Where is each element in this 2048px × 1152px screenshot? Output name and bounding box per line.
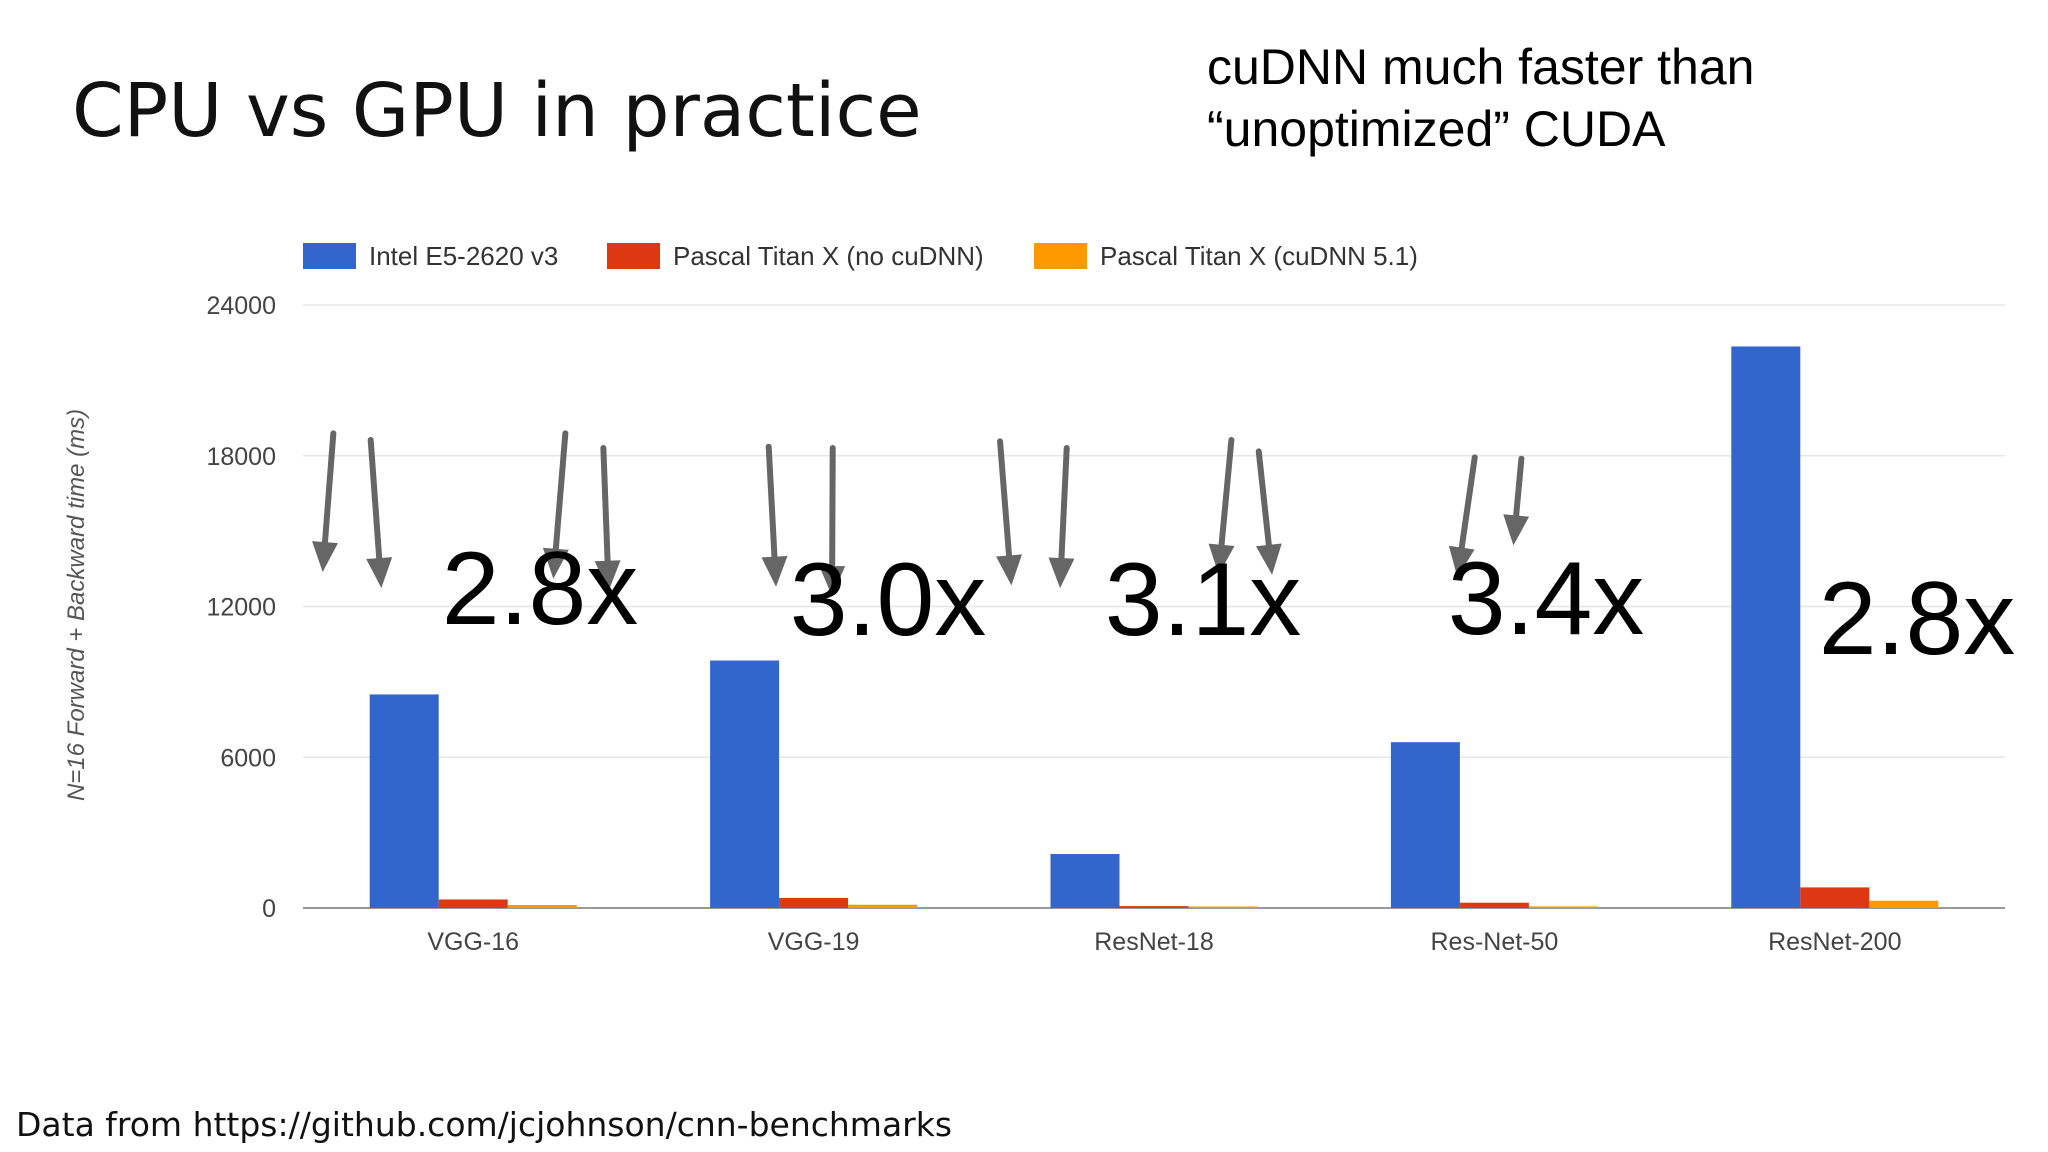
speedup-annotations: 2.8x 3.0x 3.1x 3.4x 2.8x: [442, 531, 2016, 677]
speedup-label: 3.0x: [790, 542, 987, 658]
arrow-head: [1503, 514, 1530, 546]
bar: [369, 694, 439, 908]
arrow-shaft: [829, 445, 836, 570]
arrow-head: [312, 541, 338, 573]
arrow-shaft: [1058, 445, 1070, 562]
arrow-shaft: [1255, 448, 1272, 548]
x-tick-label: VGG-19: [768, 928, 860, 956]
arrow-shaft: [765, 443, 778, 560]
arrow-head: [542, 547, 569, 579]
slide-note: cuDNN much faster than “unoptimized” CUD…: [1207, 36, 1754, 160]
speedup-label: 2.8x: [1819, 561, 2016, 677]
arrow-head: [819, 565, 846, 597]
bars: [369, 346, 1939, 908]
bar: [507, 904, 577, 908]
arrow-head: [761, 556, 788, 587]
legend-swatch: [1034, 243, 1087, 269]
slide-title: CPU vs GPU in practice: [72, 68, 922, 154]
bar: [1188, 906, 1258, 908]
legend-label: Intel E5-2620 v3: [369, 241, 558, 271]
arrow-shaft: [1458, 454, 1478, 551]
bar: [1390, 742, 1460, 908]
x-tick-label: VGG-16: [427, 928, 519, 956]
legend-label: Pascal Titan X (cuDNN 5.1): [1100, 241, 1418, 271]
arrow-shaft: [600, 445, 611, 564]
bar: [710, 660, 780, 908]
arrow-head: [1048, 557, 1075, 589]
bar: [1119, 906, 1189, 908]
y-axis-ticks: 0 6000 12000 18000 24000: [206, 292, 276, 923]
bar: [1869, 900, 1939, 908]
y-tick-label: 6000: [220, 744, 276, 772]
slide-note-line-2: “unoptimized” CUDA: [1207, 101, 1666, 157]
arrow-shaft: [552, 430, 569, 552]
y-tick-label: 24000: [206, 292, 276, 320]
legend: Intel E5-2620 v3 Pascal Titan X (no cuDNN…: [303, 241, 1418, 271]
arrow-head: [366, 557, 393, 589]
speedup-label: 3.1x: [1105, 542, 1302, 658]
x-axis-ticks: VGG-16 VGG-19 ResNet-18 Res-Net-50 ResNet-20…: [427, 928, 1901, 956]
bar: [1459, 902, 1529, 908]
arrow-shaft: [1513, 455, 1525, 519]
legend-swatch: [607, 243, 660, 269]
bar: [779, 897, 849, 908]
bar: [1800, 887, 1870, 908]
arrow-shaft: [997, 438, 1013, 559]
slide-note-line-1: cuDNN much faster than: [1207, 39, 1755, 95]
arrow-head: [1255, 543, 1282, 575]
arrow-head: [594, 560, 621, 591]
bar: [438, 899, 508, 908]
speedup-label: 3.4x: [1448, 541, 1645, 657]
arrow-shaft: [321, 430, 337, 546]
bar: [848, 904, 918, 908]
y-tick-label: 18000: [206, 443, 276, 471]
legend-swatch: [303, 243, 356, 269]
bar: [1731, 346, 1801, 908]
arrow-head: [996, 554, 1022, 586]
footer-source: Data from https://github.com/jcjohnson/c…: [16, 1105, 953, 1144]
legend-label: Pascal Titan X (no cuDNN): [673, 241, 984, 271]
y-tick-label: 0: [262, 895, 276, 923]
x-tick-label: ResNet-18: [1094, 928, 1214, 956]
x-tick-label: ResNet-200: [1768, 928, 1901, 956]
x-tick-label: Res-Net-50: [1430, 928, 1558, 956]
arrow-shaft: [1218, 437, 1235, 548]
arrow-head: [1208, 543, 1235, 575]
arrow-head: [1448, 545, 1475, 578]
bar: [1528, 906, 1598, 908]
arrow-shaft: [367, 437, 383, 562]
bar: [1050, 853, 1120, 908]
y-tick-label: 12000: [206, 594, 276, 622]
y-axis-label: N=16 Forward + Backward time (ms): [63, 409, 90, 801]
annotation-arrows: [312, 430, 1530, 597]
speedup-label: 2.8x: [442, 531, 639, 647]
